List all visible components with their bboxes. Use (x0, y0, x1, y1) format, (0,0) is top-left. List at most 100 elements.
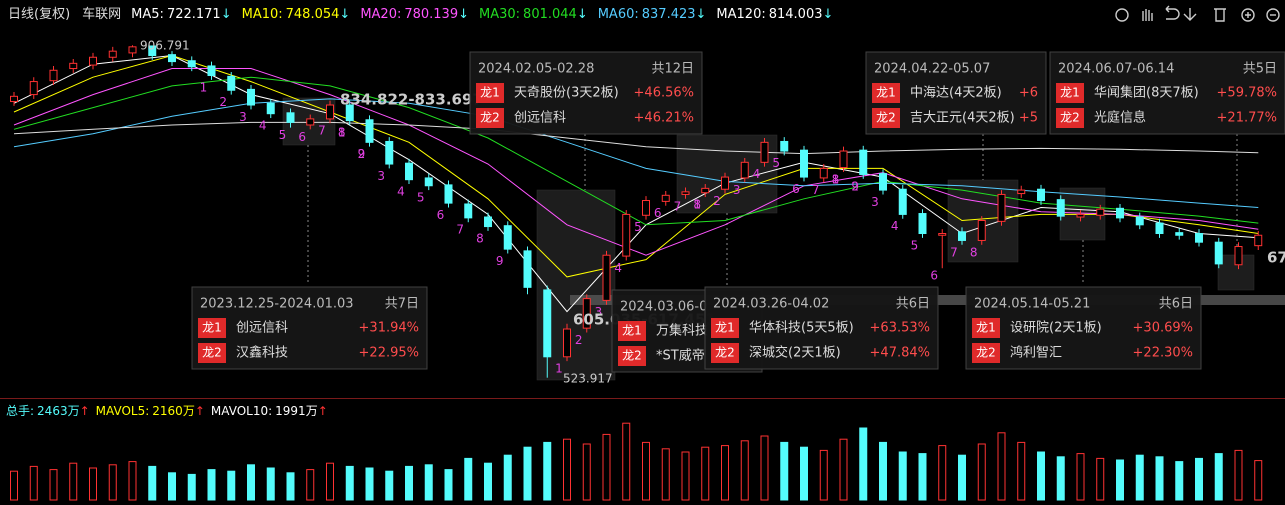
td-digit: 1 (693, 198, 701, 212)
volume-bar (1117, 460, 1124, 500)
candle-body (820, 168, 827, 178)
volume-bar (820, 450, 827, 500)
vol-unit: 万 (183, 404, 195, 418)
tag: 龙2 (1060, 111, 1080, 125)
vol-trend: ↑ (80, 404, 90, 418)
ma-value: 722.171 (167, 7, 221, 22)
volume-bar (722, 446, 729, 500)
change: +22.95% (359, 346, 419, 361)
vol-value: 2463 (37, 404, 68, 418)
candle-body (90, 57, 97, 65)
volume-bar (1018, 442, 1025, 500)
volume-bar (801, 447, 808, 500)
vol-value: 2160 (152, 404, 183, 418)
candle-body (959, 232, 966, 241)
volume-bar (50, 470, 57, 500)
info-date: 2024.05.14-05.21 (974, 297, 1090, 312)
candle-body (1077, 214, 1084, 217)
volume-bar (939, 446, 946, 500)
td-digit: 2 (358, 147, 366, 161)
td-digit: 4 (891, 219, 899, 233)
volume-bar (70, 463, 77, 500)
candle-body (643, 201, 650, 216)
stock: 华闻集团(8天7板) (1094, 85, 1199, 101)
td-digit: 5 (417, 191, 425, 205)
volume-bar (1235, 450, 1242, 500)
td-digit: 6 (298, 130, 306, 144)
td-digit: 4 (614, 261, 622, 275)
candle-body (1136, 217, 1143, 225)
td-digit: 3 (733, 183, 741, 197)
candle-body (880, 174, 887, 190)
volume-bar (682, 452, 689, 500)
td-digit: 6 (792, 182, 800, 196)
volume-bar (544, 442, 551, 500)
td-digit: 2 (851, 179, 859, 193)
info-date: 2024.03.06-0 (620, 300, 707, 315)
td-digit: 1 (832, 172, 840, 186)
candle-body (1196, 234, 1203, 243)
volume-bar (169, 473, 176, 500)
td-digit: 5 (634, 220, 642, 234)
ma-label: MA20: (360, 7, 401, 22)
tag: 龙1 (202, 321, 222, 335)
price-label: 834.822-833.697 (340, 91, 483, 109)
td-digit: 6 (437, 208, 445, 222)
tag: 龙1 (876, 86, 896, 100)
volume-bar (1196, 458, 1203, 500)
candle-body (169, 55, 176, 62)
change: +30.69% (1133, 321, 1193, 336)
stock: 鸿利智汇 (1010, 345, 1062, 361)
tag: 龙2 (202, 346, 222, 360)
ma-value: 780.139 (404, 7, 458, 22)
info-date: 2024.04.22-05.07 (874, 62, 990, 77)
volume-bar (583, 444, 590, 500)
volume-bar (880, 442, 887, 500)
volume-bar (643, 442, 650, 500)
volume-bar (90, 468, 97, 500)
change: +31.94% (359, 321, 419, 336)
volume-bar (564, 439, 571, 500)
candle-body (109, 51, 116, 57)
vol-label: 总手: (6, 404, 34, 418)
candle-body (248, 89, 255, 105)
change: +22.30% (1133, 346, 1193, 361)
stock: *ST威帝 (656, 348, 705, 364)
td-digit: 1 (555, 362, 563, 376)
volume-bar (386, 471, 393, 500)
stock: 光庭信息 (1094, 110, 1146, 126)
vol-value: 1991 (275, 404, 306, 418)
candle-body (919, 214, 926, 234)
td-digit: 5 (772, 156, 780, 170)
td-digit: 2 (713, 194, 721, 208)
ma-value: 748.054 (286, 7, 340, 22)
stock: 汉鑫科技 (236, 345, 288, 361)
volume-bar (1097, 458, 1104, 500)
candle-body (366, 120, 373, 143)
volume-bar (1255, 461, 1262, 500)
volume-bar (248, 465, 255, 500)
change: +6 (1019, 86, 1038, 101)
volume-bar (366, 468, 373, 500)
candle-body (1255, 235, 1262, 245)
candle-body (702, 188, 709, 192)
candle-body (188, 61, 195, 67)
candle-body (485, 217, 492, 227)
volume-bar (978, 444, 985, 500)
info-count: 共6日 (896, 297, 930, 312)
change: +59.78% (1217, 86, 1277, 101)
candle-body (1235, 247, 1242, 265)
volume-bar (465, 458, 472, 500)
td-digit: 5 (279, 128, 287, 142)
candle-body (722, 177, 729, 189)
td-digit: 4 (259, 119, 267, 133)
volume-bar (504, 455, 511, 500)
stock: 创远信科 (236, 321, 288, 336)
change: +5 (1019, 111, 1038, 126)
ma-trend: ↓ (696, 7, 707, 22)
volume-bar (425, 465, 432, 500)
stock: 设研院(2天1板) (1010, 321, 1102, 336)
candle-body (1215, 242, 1222, 264)
